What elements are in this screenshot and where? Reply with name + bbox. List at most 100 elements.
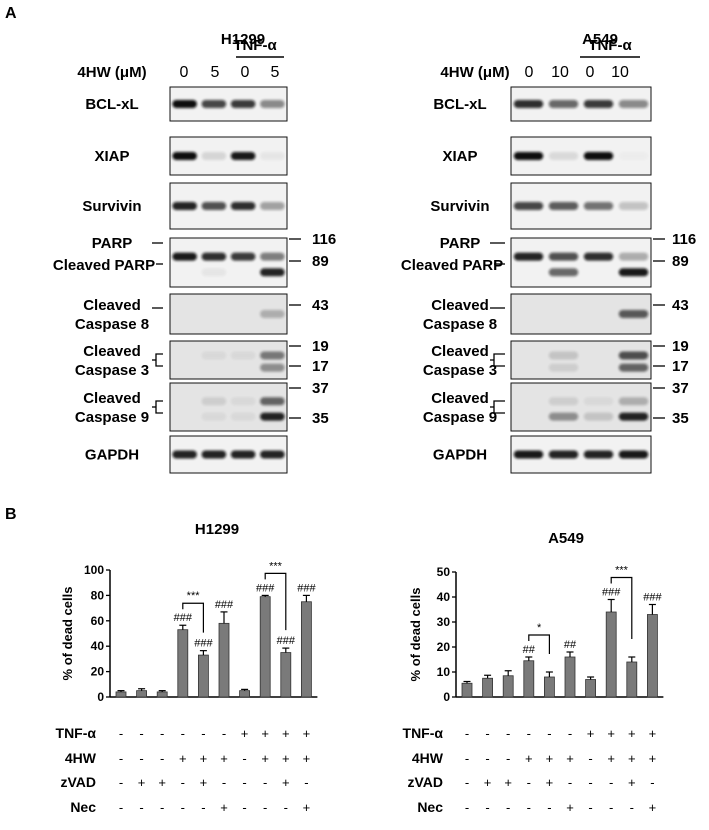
bar	[626, 661, 638, 698]
protein-band	[618, 252, 649, 261]
protein-band	[260, 310, 285, 318]
condition-sign: -	[222, 726, 226, 741]
blot-row: BCL-xL	[85, 86, 288, 122]
condition-sign: -	[527, 775, 531, 790]
condition-sign: +	[138, 775, 146, 790]
condition-sign: -	[527, 726, 531, 741]
condition-sign: -	[527, 800, 531, 815]
dose-value: 0	[241, 64, 250, 81]
bar-chart: H1299 % of dead cells 0 20 40 60 80 100 ### ### ##…	[56, 521, 318, 815]
protein-band	[201, 450, 227, 459]
blot-cell-line-title: A549	[582, 31, 618, 48]
condition-sign: -	[568, 775, 572, 790]
molecular-weight-label: 89	[672, 253, 689, 270]
protein-band	[618, 450, 649, 459]
condition-sign: -	[119, 800, 123, 815]
protein-band	[618, 100, 649, 108]
condition-sign: +	[649, 726, 657, 741]
blot-row-label: Cleaved	[431, 297, 489, 314]
y-tick-label: 80	[91, 588, 105, 602]
condition-sign: +	[587, 726, 595, 741]
dose-value: 0	[586, 64, 595, 81]
condition-sign: -	[485, 726, 489, 741]
blot-row-label: GAPDH	[433, 447, 487, 464]
protein-band	[618, 202, 649, 210]
bar	[115, 691, 127, 698]
protein-band	[260, 268, 285, 277]
comparison-significance: ***	[187, 590, 201, 602]
condition-sign: -	[242, 775, 246, 790]
bar	[177, 629, 189, 698]
comparison-bracket	[264, 572, 287, 631]
condition-sign: +	[282, 726, 290, 741]
blot-row: XIAP	[94, 136, 288, 176]
blot-row-label: Caspase 8	[423, 316, 497, 333]
blot-frame	[169, 293, 288, 335]
condition-label: Nec	[417, 799, 443, 815]
significance-label: ###	[297, 582, 316, 594]
y-axis-label: % of dead cells	[60, 587, 75, 681]
dose-value: 10	[551, 64, 569, 81]
molecular-weight-label: 116	[312, 231, 336, 248]
protein-band	[201, 397, 227, 406]
bar	[218, 622, 230, 698]
bar	[523, 660, 535, 698]
protein-band	[618, 310, 649, 318]
molecular-weight-label: 35	[312, 410, 329, 427]
panel-b-label: B	[5, 506, 17, 523]
condition-sign: +	[628, 775, 636, 790]
condition-sign: -	[465, 800, 469, 815]
protein-band	[618, 363, 649, 372]
significance-label: ##	[523, 644, 536, 656]
significance-label: ###	[256, 582, 275, 594]
protein-band	[548, 152, 579, 160]
condition-sign: -	[160, 726, 164, 741]
protein-band	[260, 100, 285, 108]
condition-sign: +	[628, 726, 636, 741]
protein-band	[201, 152, 227, 160]
bar-charts: H1299% of dead cells020406080100########…	[56, 521, 664, 815]
bar	[259, 596, 271, 698]
condition-sign: -	[568, 726, 572, 741]
molecular-weight-label: 116	[672, 231, 696, 248]
protein-band	[548, 100, 579, 108]
condition-sign: +	[566, 800, 574, 815]
blot-row: BCL-xL	[433, 86, 652, 122]
condition-sign: -	[485, 800, 489, 815]
molecular-weight-label: 19	[312, 338, 329, 355]
y-tick-label: 30	[437, 615, 451, 629]
bar	[564, 656, 576, 698]
condition-sign: +	[261, 751, 269, 766]
protein-band	[513, 152, 544, 160]
dose-label: 4HW (μM)	[440, 64, 509, 81]
blot-frame	[169, 382, 288, 432]
condition-sign: -	[160, 751, 164, 766]
y-tick-label: 20	[91, 665, 105, 679]
bar	[136, 690, 148, 698]
condition-sign: -	[201, 726, 205, 741]
blot-row-label: Caspase 9	[423, 409, 497, 426]
bar	[585, 679, 596, 698]
significance-label: ###	[194, 638, 213, 650]
blot-row: Survivin	[82, 182, 288, 230]
protein-band	[583, 397, 614, 406]
band-bracket	[155, 400, 163, 414]
protein-band	[260, 397, 285, 406]
condition-sign: +	[504, 775, 512, 790]
dose-value: 0	[525, 64, 534, 81]
condition-sign: -	[547, 726, 551, 741]
blot-frame	[169, 340, 288, 380]
molecular-weight-label: 37	[312, 380, 329, 397]
protein-band	[260, 412, 285, 421]
molecular-weight-label: 17	[312, 358, 329, 375]
blot-row-label: Cleaved	[83, 343, 141, 360]
blot-row-label: PARP	[92, 235, 133, 252]
protein-band	[201, 351, 227, 360]
condition-sign: +	[303, 726, 311, 741]
y-tick-label: 40	[91, 639, 105, 653]
molecular-weight-label: 17	[672, 358, 689, 375]
protein-band	[548, 202, 579, 210]
condition-label: TNF-α	[403, 725, 444, 741]
panel-a-label: A	[5, 5, 17, 22]
